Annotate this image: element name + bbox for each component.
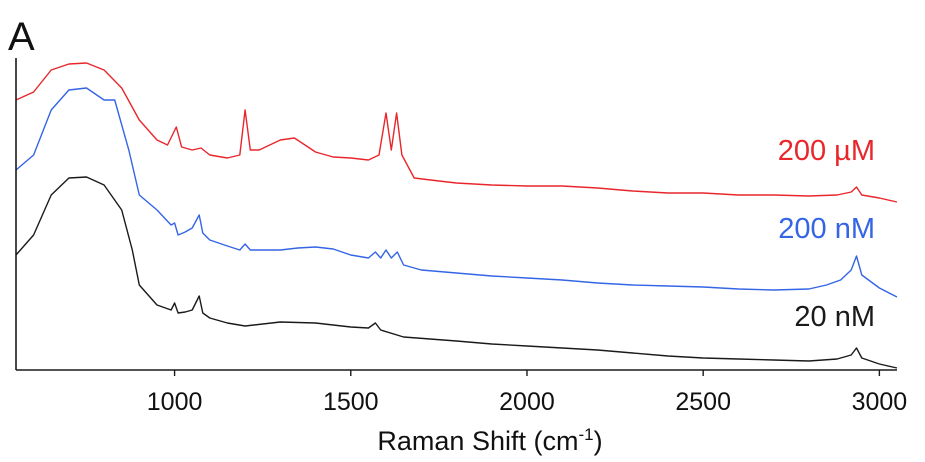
series-layer (15, 62, 898, 369)
x-tick-label-4: 3000 (852, 388, 908, 416)
x-axis-title: Raman Shift (cm-1) (377, 425, 602, 456)
series-labels: 200 µM 200 nM 20 nM (778, 135, 875, 333)
x-axis-title-main: Raman Shift (cm (377, 426, 578, 456)
series-line-1 (15, 87, 898, 298)
x-axis-title-sup: -1 (578, 425, 593, 444)
x-axis-title-end: ) (594, 426, 603, 456)
x-ticks: 1000 1500 2000 2500 3000 (147, 370, 907, 416)
series-label-0: 200 µM (778, 135, 875, 167)
x-tick-label-3: 2500 (675, 388, 731, 416)
series-label-2: 20 nM (794, 301, 875, 333)
panel-letter: A (8, 15, 35, 59)
x-tick-label-1: 1500 (323, 388, 379, 416)
x-tick-label-0: 1000 (147, 388, 203, 416)
series-line-2 (15, 176, 898, 369)
series-line-0 (15, 62, 898, 203)
series-label-1: 200 nM (778, 213, 875, 245)
x-tick-label-2: 2000 (499, 388, 555, 416)
